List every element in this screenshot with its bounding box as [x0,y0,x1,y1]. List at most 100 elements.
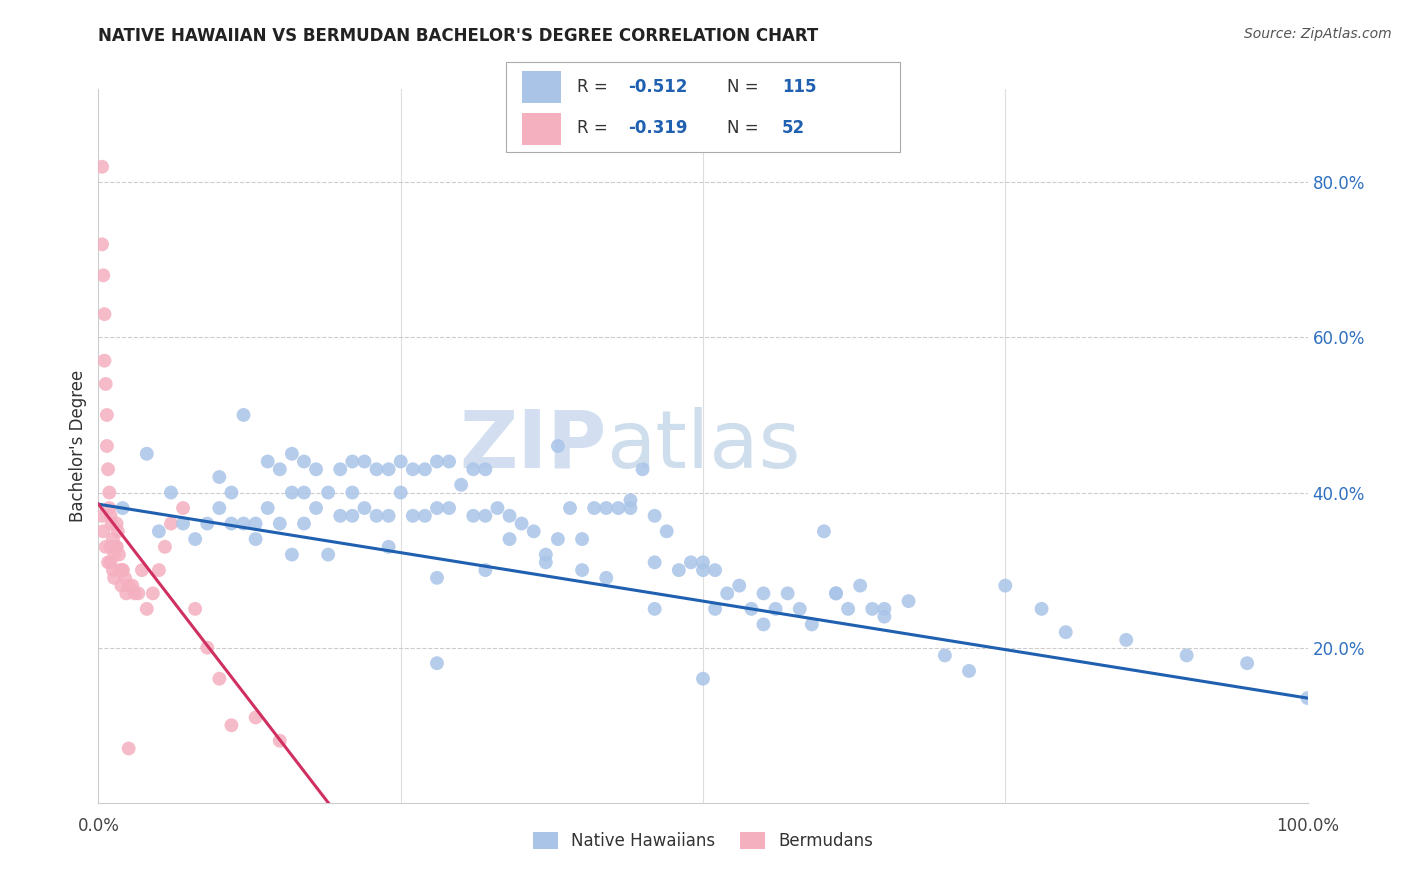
Point [135,602,157,616]
Point [131,563,153,577]
FancyBboxPatch shape [522,113,561,145]
Point [437,501,460,516]
Point [281,485,304,500]
Point [837,602,859,616]
Point [668,563,690,577]
Text: -0.319: -0.319 [628,119,688,136]
Point [91,237,114,252]
Text: ZIP: ZIP [458,407,606,485]
Point [221,485,243,500]
Point [256,454,278,468]
Point [97,555,120,569]
Point [619,501,641,516]
Point [644,555,666,569]
Point [450,477,472,491]
Point [292,485,315,500]
Point [728,579,751,593]
Point [208,501,231,516]
Point [353,454,375,468]
Point [366,508,388,523]
Point [105,516,128,531]
Point [118,741,141,756]
Point [1236,656,1258,670]
Point [692,672,714,686]
Legend: Native Hawaiians, Bermudans: Native Hawaiians, Bermudans [524,824,882,859]
Point [96,439,118,453]
Point [474,462,496,476]
Point [245,516,267,531]
Point [342,454,364,468]
Point [825,586,848,600]
FancyBboxPatch shape [506,62,900,152]
Point [389,485,412,500]
Point [96,408,118,422]
Point [232,408,254,422]
Point [100,540,122,554]
Point [101,532,124,546]
Point [704,602,727,616]
Point [655,524,678,539]
Point [752,617,775,632]
Point [91,160,114,174]
Point [716,586,738,600]
Point [413,508,436,523]
Point [679,555,702,569]
Point [100,508,122,523]
Point [873,602,896,616]
Point [184,602,207,616]
Point [105,540,128,554]
Point [583,501,606,516]
Point [704,563,727,577]
Point [105,540,128,554]
Point [957,664,980,678]
Point [97,462,120,476]
Point [860,602,883,616]
Text: R =: R = [576,119,613,136]
Point [316,485,339,500]
Point [101,563,124,577]
Point [1054,625,1077,640]
Point [256,501,278,516]
Point [547,532,569,546]
Point [148,524,170,539]
Point [115,586,138,600]
Point [402,462,425,476]
Point [765,602,787,616]
Point [172,516,194,531]
Point [329,508,352,523]
Point [825,586,848,600]
Point [93,307,115,321]
Point [208,470,231,484]
Point [232,516,254,531]
Text: Source: ZipAtlas.com: Source: ZipAtlas.com [1244,27,1392,41]
Point [329,462,352,476]
Point [789,602,811,616]
Point [184,532,207,546]
Point [1031,602,1053,616]
Point [426,571,449,585]
Point [800,617,823,632]
Point [389,454,412,468]
Point [221,516,243,531]
Point [534,548,557,562]
Text: atlas: atlas [606,407,800,485]
Point [103,571,125,585]
Point [740,602,762,616]
Point [897,594,920,608]
Point [595,571,617,585]
Point [994,579,1017,593]
Point [547,439,569,453]
Point [595,501,617,516]
Point [426,454,449,468]
Point [474,508,496,523]
FancyBboxPatch shape [522,113,561,145]
Point [195,516,218,531]
Point [91,508,114,523]
Point [135,447,157,461]
Point [108,563,131,577]
Point [94,540,117,554]
Point [463,508,485,523]
Point [692,563,714,577]
Point [111,501,134,516]
Point [100,555,122,569]
